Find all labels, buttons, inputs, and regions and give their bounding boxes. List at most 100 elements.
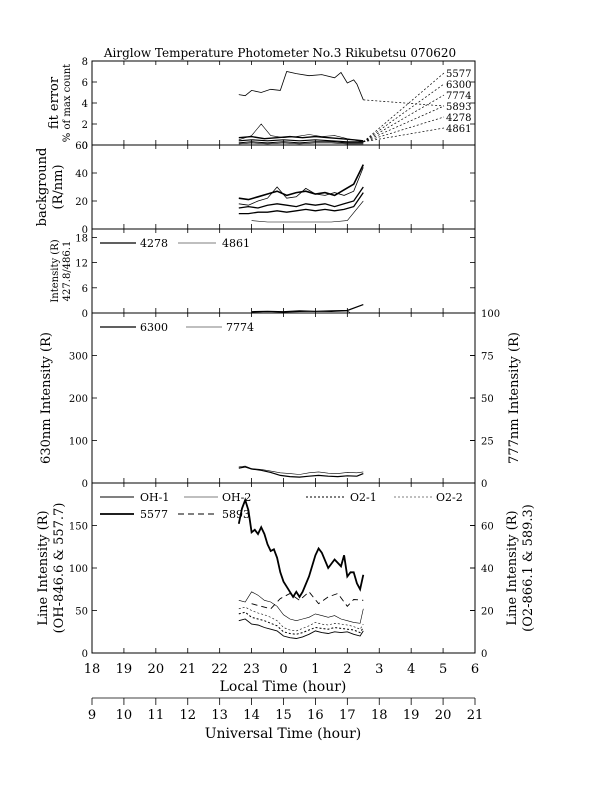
fit-error-ylabel-2: % of max count	[62, 64, 73, 142]
ut-tick-label: 10	[116, 708, 133, 723]
background-panel	[91, 144, 476, 230]
ut-tick-label: 12	[179, 708, 196, 723]
background-series-line	[251, 200, 364, 223]
local-tick-label: 23	[243, 662, 260, 677]
local-tick-label: 5	[439, 662, 447, 677]
ut-tick-label: 13	[211, 708, 228, 723]
y-right-tick-label: 0	[481, 649, 487, 660]
y-right-tick-label: 60	[481, 522, 494, 533]
line_intensity-series-line	[251, 591, 364, 610]
line-intensity-right-ylabel-1: Line Intensity (R)	[505, 510, 520, 625]
y-tick-label: 4	[82, 99, 88, 110]
intensity-630-ylabel: 630nm Intensity (R)	[39, 332, 54, 464]
ut-tick-label: 15	[275, 708, 292, 723]
y-tick-label: 0	[82, 649, 88, 660]
ut-tick-label: 21	[467, 708, 484, 723]
ut-tick-label: 17	[339, 708, 356, 723]
ut-tick-label: 18	[371, 708, 388, 723]
fit_error-series-line	[238, 142, 364, 145]
y-right-tick-label: 20	[481, 607, 494, 618]
fit_error-series-line	[238, 139, 364, 143]
series-layer	[237, 71, 445, 639]
legend-oh1-label: OH-1	[140, 491, 169, 504]
y-tick-label: 2	[82, 120, 88, 131]
intensity_blue-series-line	[251, 310, 352, 313]
local-tick-label: 19	[116, 662, 133, 677]
figure-title: Airglow Temperature Photometer No.3 Riku…	[103, 46, 456, 60]
y-tick-label: 18	[75, 233, 88, 244]
background-series-line	[238, 186, 364, 209]
fit-annotation-leader	[363, 127, 445, 143]
y-right-tick-label: 40	[481, 564, 494, 575]
intensity-blue-ylabel-1: Intensity (R)	[50, 239, 61, 302]
line_intensity-series-line	[238, 591, 364, 624]
ut-tick-label: 11	[148, 708, 165, 723]
y-tick-label: 6	[82, 78, 88, 89]
fit-label-5577: 5577	[446, 69, 471, 80]
line_intensity-series-line	[238, 611, 364, 635]
ut-tick-label: 16	[307, 708, 324, 723]
legend-7774-label: 7774	[226, 321, 254, 334]
fit-annotation-leader	[363, 83, 445, 143]
line_intensity-series-line	[238, 618, 364, 639]
y-tick-label: 100	[69, 437, 88, 448]
legend-4861-label: 4861	[222, 237, 250, 250]
y-tick-label: 0	[82, 479, 88, 490]
intensity_630_777-series-line	[238, 466, 364, 478]
fit-label-4278: 4278	[446, 113, 471, 124]
y-tick-label: 60	[75, 141, 88, 152]
y-tick-label: 200	[69, 394, 88, 405]
fit-label-6300: 6300	[446, 80, 471, 91]
local-tick-label: 2	[343, 662, 351, 677]
intensity_630_777-series-line	[238, 465, 364, 475]
local-tick-label: 6	[471, 662, 479, 677]
line-intensity-ylabel-2: (OH-846.6 & 557.7)	[52, 503, 67, 634]
line-intensity-ylabel-1: Line Intensity (R)	[36, 510, 51, 625]
legend-5893-label: 5893	[222, 508, 250, 521]
y-tick-label: 0	[82, 309, 88, 320]
fit-error-ylabel-1: fit error	[47, 76, 62, 129]
legend-o22-label: O2-2	[436, 491, 463, 504]
line_intensity-series-line	[237, 497, 365, 599]
fit-annotation-leader	[363, 72, 445, 143]
legend-o21-label: O2-1	[350, 491, 377, 504]
fit_error-series-line	[238, 123, 364, 143]
local-tick-label: 4	[407, 662, 415, 677]
local-tick-label: 1	[311, 662, 319, 677]
legend-5577-label: 5577	[140, 508, 168, 521]
axis-ticks-layer: 18 19 20 21 22 23 0 1 2 3 4 5 69 10 11 12 13 14 15 16 17 18 19…	[69, 57, 500, 723]
y-tick-label: 40	[75, 169, 88, 180]
y-right-tick-label: 50	[481, 394, 494, 405]
background-series-line	[238, 164, 365, 201]
ut-tick-label: 20	[435, 708, 452, 723]
line-intensity-right-ylabel-2: (O2-866.1 & 589.3)	[521, 504, 536, 632]
fit_error-series-line	[238, 141, 364, 144]
ut-tick-label: 9	[88, 708, 96, 723]
fit-annotation-leader	[363, 116, 445, 143]
legend-4278-label: 4278	[140, 237, 168, 250]
fit-error-panel	[91, 60, 476, 146]
legend-6300-label: 6300	[140, 321, 168, 334]
legend-oh2-label: OH-2	[222, 491, 251, 504]
intensity_blue-series-line	[251, 304, 364, 313]
y-tick-label: 12	[75, 259, 88, 270]
y-tick-label: 0	[82, 141, 88, 152]
y-right-tick-label: 0	[481, 479, 487, 490]
local-time-label: Local Time (hour)	[220, 679, 347, 695]
fit-annotation-leader	[363, 94, 445, 143]
y-right-tick-label: 75	[481, 352, 494, 363]
ut-tick-label: 14	[243, 708, 260, 723]
ut-tick-label: 19	[403, 708, 420, 723]
background-ylabel-2: (R/nm)	[51, 164, 66, 209]
fit_error-series-line	[238, 71, 364, 100]
y-right-tick-label: 25	[481, 437, 494, 448]
intensity-777-ylabel: 777nm Intensity (R)	[507, 332, 522, 464]
y-tick-label: 150	[69, 522, 88, 533]
background-ylabel-1: background	[35, 148, 50, 227]
y-tick-label: 0	[82, 225, 88, 236]
y-tick-label: 20	[75, 197, 88, 208]
intensity-630-777-panel	[91, 312, 476, 484]
local-tick-label: 20	[148, 662, 165, 677]
fit-label-4861: 4861	[446, 124, 471, 135]
background-series-line	[238, 167, 364, 206]
